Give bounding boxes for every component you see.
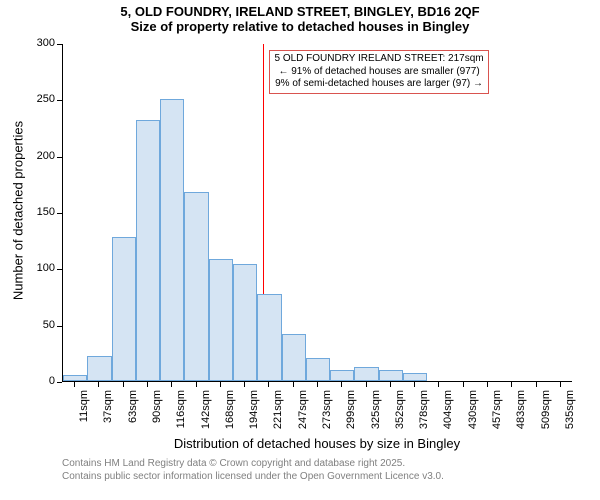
y-tick-label: 50 xyxy=(27,319,55,331)
histogram-bar xyxy=(233,264,257,381)
x-tick-label: 483sqm xyxy=(515,390,527,440)
title-line-2: Size of property relative to detached ho… xyxy=(0,19,600,34)
x-tick-label: 352sqm xyxy=(394,390,406,440)
x-tick-label: 273sqm xyxy=(321,390,333,440)
y-tick-label: 300 xyxy=(27,37,55,49)
x-tick-label: 457sqm xyxy=(491,390,503,440)
x-tick-mark xyxy=(511,382,512,387)
x-tick-mark xyxy=(341,382,342,387)
x-tick-label: 247sqm xyxy=(297,390,309,440)
y-tick-label: 0 xyxy=(27,375,55,387)
x-tick-mark xyxy=(171,382,172,387)
x-tick-mark xyxy=(244,382,245,387)
histogram-bar xyxy=(87,356,111,381)
x-tick-mark xyxy=(293,382,294,387)
x-tick-label: 90sqm xyxy=(151,390,163,440)
x-tick-mark xyxy=(463,382,464,387)
histogram-bar xyxy=(330,370,354,381)
histogram-bar xyxy=(184,192,208,381)
x-tick-label: 63sqm xyxy=(127,390,139,440)
annotation-line-1: 5 OLD FOUNDRY IRELAND STREET: 217sqm xyxy=(274,53,483,66)
title-line-1: 5, OLD FOUNDRY, IRELAND STREET, BINGLEY,… xyxy=(0,4,600,19)
x-tick-mark xyxy=(220,382,221,387)
x-tick-label: 404sqm xyxy=(442,390,454,440)
annotation-line-3: 9% of semi-detached houses are larger (9… xyxy=(274,78,483,91)
attribution-line-2: Contains public sector information licen… xyxy=(62,471,444,482)
y-tick-mark xyxy=(57,326,62,327)
x-tick-label: 168sqm xyxy=(224,390,236,440)
y-tick-mark xyxy=(57,269,62,270)
histogram-bar xyxy=(354,367,378,381)
x-tick-label: 509sqm xyxy=(540,390,552,440)
x-tick-mark xyxy=(123,382,124,387)
x-tick-label: 11sqm xyxy=(78,390,90,440)
x-tick-mark xyxy=(560,382,561,387)
y-tick-mark xyxy=(57,157,62,158)
x-tick-label: 535sqm xyxy=(564,390,576,440)
x-tick-label: 37sqm xyxy=(102,390,114,440)
x-tick-mark xyxy=(438,382,439,387)
y-tick-label: 250 xyxy=(27,93,55,105)
x-tick-label: 116sqm xyxy=(175,390,187,440)
chart-title: 5, OLD FOUNDRY, IRELAND STREET, BINGLEY,… xyxy=(0,4,600,34)
y-tick-label: 200 xyxy=(27,150,55,162)
attribution-line-1: Contains HM Land Registry data © Crown c… xyxy=(62,458,405,469)
x-tick-mark xyxy=(536,382,537,387)
x-tick-label: 430sqm xyxy=(467,390,479,440)
histogram-bar xyxy=(63,375,87,381)
histogram-bar xyxy=(112,237,136,381)
x-tick-mark xyxy=(74,382,75,387)
x-tick-mark xyxy=(268,382,269,387)
x-tick-mark xyxy=(487,382,488,387)
x-tick-mark xyxy=(147,382,148,387)
y-tick-mark xyxy=(57,382,62,383)
y-axis-label: Number of detached properties xyxy=(11,111,26,311)
histogram-bar xyxy=(136,120,160,381)
plot-area: 5 OLD FOUNDRY IRELAND STREET: 217sqm ← 9… xyxy=(62,44,572,382)
x-tick-label: 378sqm xyxy=(418,390,430,440)
x-tick-label: 325sqm xyxy=(370,390,382,440)
x-tick-mark xyxy=(317,382,318,387)
y-tick-label: 150 xyxy=(27,206,55,218)
histogram-bar xyxy=(257,294,281,381)
histogram-bar xyxy=(209,259,233,381)
chart-container: 5, OLD FOUNDRY, IRELAND STREET, BINGLEY,… xyxy=(0,0,600,500)
annotation-line-2: ← 91% of detached houses are smaller (97… xyxy=(274,66,483,79)
y-tick-mark xyxy=(57,213,62,214)
histogram-bar xyxy=(160,99,184,381)
annotation-box: 5 OLD FOUNDRY IRELAND STREET: 217sqm ← 9… xyxy=(269,50,488,94)
y-tick-mark xyxy=(57,100,62,101)
histogram-bar xyxy=(379,370,403,381)
x-tick-mark xyxy=(390,382,391,387)
x-tick-label: 142sqm xyxy=(200,390,212,440)
x-tick-mark xyxy=(98,382,99,387)
histogram-bar xyxy=(403,373,427,381)
x-tick-label: 194sqm xyxy=(248,390,260,440)
x-tick-mark xyxy=(366,382,367,387)
histogram-bar xyxy=(282,334,306,381)
y-tick-mark xyxy=(57,44,62,45)
histogram-bar xyxy=(306,358,330,381)
x-tick-label: 221sqm xyxy=(272,390,284,440)
x-tick-label: 299sqm xyxy=(345,390,357,440)
x-tick-mark xyxy=(414,382,415,387)
x-tick-mark xyxy=(196,382,197,387)
y-tick-label: 100 xyxy=(27,262,55,274)
